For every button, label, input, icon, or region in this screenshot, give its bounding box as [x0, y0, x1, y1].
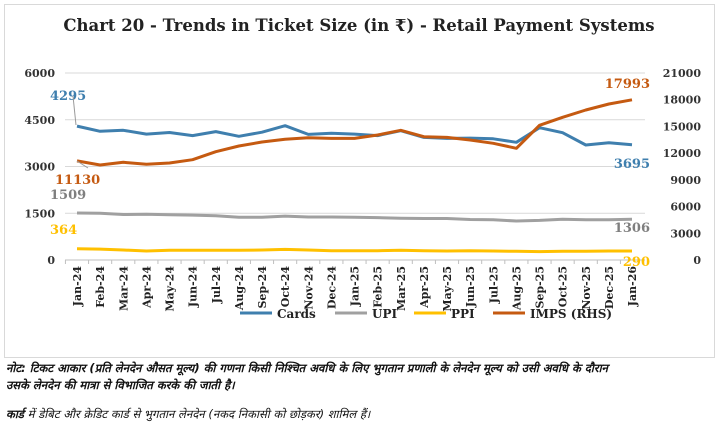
x-tick-label: Sep-24	[256, 266, 269, 309]
x-tick-label: May-25	[441, 266, 454, 312]
x-tick-label: Jun-25	[464, 266, 477, 308]
series-line-imps	[76, 98, 633, 167]
data-label-last: 290	[623, 255, 650, 270]
y-right-tick-label: 9000	[670, 174, 701, 187]
y-right-tick-label: 6000	[670, 201, 701, 214]
data-label-last: 3695	[614, 157, 650, 172]
y-right-tick-label: 12000	[663, 147, 702, 160]
x-tick-label: Dec-24	[325, 266, 338, 309]
y-right-tick-label: 0	[693, 254, 701, 267]
x-tick-label: Jan-24	[71, 266, 84, 308]
x-tick-label: Feb-24	[94, 266, 107, 308]
data-label-first: 1509	[50, 188, 86, 203]
legend-label: UPI	[372, 307, 397, 321]
note-line-3: कार्ड में डेबिट और क्रेडिट कार्ड से भुगत…	[6, 406, 370, 423]
leader-line	[76, 160, 89, 169]
data-label-last: 1306	[614, 221, 650, 236]
x-tick-label: Jan-26	[626, 266, 639, 308]
x-tick-label: May-24	[164, 266, 177, 312]
x-tick-label: Jan-25	[349, 266, 362, 307]
note-line-2: उसके लेनदेन की मात्रा से विभाजित करके की…	[6, 378, 235, 392]
x-tick-label: Sep-25	[534, 266, 547, 309]
note-cards-text: में डेबिट और क्रेडिट कार्ड से भुगतान लेन…	[23, 407, 371, 421]
x-tick-label: Oct-25	[557, 266, 570, 307]
y-right-tick-label: 18000	[663, 94, 702, 107]
x-tick-label: Mar-25	[395, 266, 408, 311]
data-label-first: 364	[50, 223, 77, 238]
line-chart: 0 1500 3000 4500 6000 0 3000 6000 9000 12000 15000…	[24, 67, 702, 321]
x-tick-label: Apr-25	[418, 266, 431, 309]
x-tick-label: Mar-24	[117, 266, 130, 311]
legend-label: Cards	[277, 307, 316, 321]
x-tick-label: Aug-25	[510, 266, 523, 311]
leader-line	[72, 95, 77, 126]
x-tick-label: Apr-24	[140, 266, 153, 309]
y-left-tick-label: 0	[47, 254, 55, 267]
data-label-first: 4295	[50, 89, 86, 104]
x-tick-label: Dec-25	[603, 266, 616, 309]
legend-label: IMPS (RHS)	[530, 307, 612, 321]
x-tick-label: Aug-24	[233, 266, 246, 311]
y-left-tick-label: 3000	[24, 161, 55, 174]
legend-label: PPI	[451, 307, 475, 321]
x-tick-label: Jul-24	[210, 266, 223, 305]
y-left-tick-label: 1500	[24, 207, 55, 220]
note-line-1: नोट: टिकट आकार (प्रति लेनदेन औसत मूल्य) …	[6, 361, 608, 375]
x-tick-label: Feb-25	[372, 266, 385, 308]
series-line-ppi	[76, 247, 632, 254]
data-label-last: 17993	[605, 77, 650, 92]
y-left-tick-label: 6000	[24, 67, 55, 80]
x-tick-label: Nov-24	[302, 266, 315, 310]
y-right-tick-label: 3000	[670, 227, 701, 240]
chart-frame	[4, 4, 715, 358]
x-tick-label: Oct-24	[279, 266, 292, 308]
series-line-upi	[76, 211, 633, 223]
x-tick-label: Jul-25	[487, 266, 500, 304]
series-line-cards	[76, 124, 633, 147]
y-right-tick-label: 15000	[663, 120, 702, 133]
chart-title: Chart 20 - Trends in Ticket Size (in ₹) …	[63, 16, 655, 35]
x-tick-label: Nov-25	[580, 266, 593, 310]
x-tick-label: Jun-24	[187, 266, 200, 308]
y-left-tick-label: 4500	[24, 114, 55, 127]
data-label-first: 11130	[55, 173, 100, 188]
note-cards-bold: कार्ड	[6, 407, 24, 421]
y-right-tick-label: 21000	[663, 67, 702, 80]
